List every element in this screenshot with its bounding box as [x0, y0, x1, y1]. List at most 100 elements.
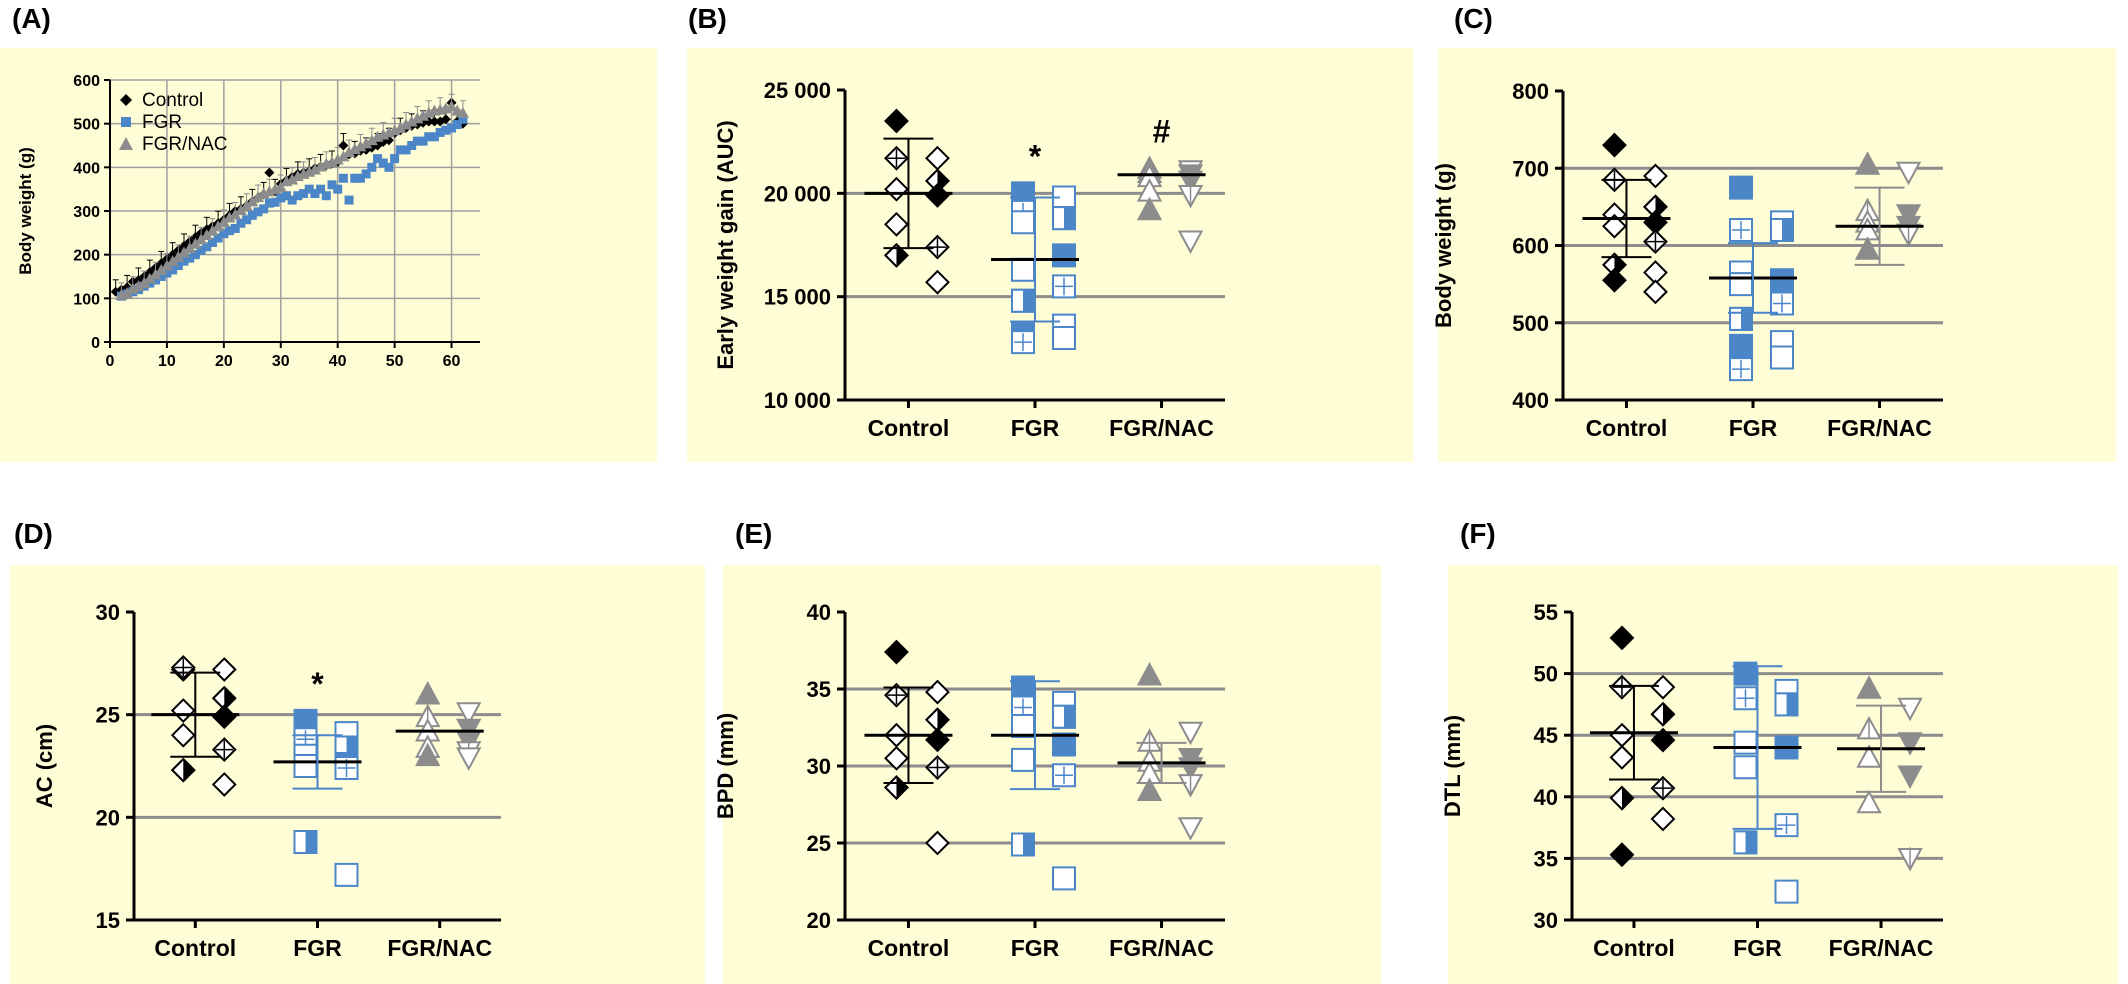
data-point [1177, 170, 1204, 195]
data-point-control [264, 167, 275, 178]
y-tick-label: 20 [807, 908, 831, 933]
marker-shape [415, 742, 441, 767]
y-tick-label: 500 [73, 117, 100, 134]
data-point-fgr [259, 204, 269, 214]
marker-half-fill [1064, 207, 1075, 230]
data-point [1897, 697, 1923, 722]
legend-label: FGR [142, 112, 182, 133]
data-point [1770, 291, 1794, 316]
data-point [1136, 662, 1163, 686]
data-point-fgr-nac [456, 106, 469, 118]
data-point-fgr-nac [308, 163, 321, 175]
data-point-fgr-nac [354, 140, 367, 152]
group-control [151, 655, 240, 797]
data-point [1052, 763, 1076, 788]
panel-background [687, 48, 1413, 462]
data-point-fgr [384, 162, 394, 172]
y-axis-label: DTL (mm) [1440, 715, 1465, 817]
group-control [1589, 625, 1678, 868]
data-point [884, 242, 909, 268]
data-point-fgr [401, 145, 411, 155]
data-point-fgr [361, 169, 371, 179]
chart-c: 400 500 600 700 800 Body weight (g) Control FGR… [1431, 79, 1943, 441]
y-tick-label: 25 [96, 703, 120, 728]
data-point-fgr [412, 136, 422, 146]
data-point [1729, 357, 1753, 382]
data-point [1602, 252, 1627, 278]
data-point-fgr [253, 207, 263, 217]
data-point [1733, 755, 1758, 780]
data-point [293, 754, 318, 778]
data-point-fgr [373, 154, 383, 164]
data-point-fgr-nac [160, 259, 173, 271]
data-point-fgr-nac [274, 180, 287, 192]
data-point-fgr-nac [143, 272, 156, 284]
data-point [1602, 132, 1627, 158]
marker-half-fill [1662, 703, 1674, 726]
marker-shape [1177, 230, 1204, 254]
panel-background [1448, 565, 2118, 984]
significance-annotation: * [1029, 138, 1042, 174]
data-point [1897, 765, 1923, 789]
data-point [884, 211, 909, 237]
group-control [1582, 132, 1671, 305]
marker-shape [1011, 210, 1035, 235]
x-tick-label: 60 [443, 353, 461, 370]
data-point-fgr [173, 261, 183, 271]
marker-shape [1602, 213, 1627, 239]
data-point-fgr [424, 132, 434, 142]
data-point [1052, 326, 1076, 350]
data-point-fgr [156, 272, 166, 281]
marker-shape [925, 182, 950, 208]
x-category-label: Control [868, 415, 950, 441]
marker-shape [1177, 170, 1204, 195]
data-point-fgr [151, 275, 161, 285]
y-tick-label: 10 000 [764, 388, 831, 413]
x-tick-label: 0 [106, 353, 115, 370]
y-tick-label: 400 [1512, 388, 1549, 413]
marker-half-fill [896, 244, 908, 267]
data-point-fgr [350, 173, 360, 183]
x-category-label: Control [1593, 935, 1675, 961]
group-fgr [273, 708, 362, 887]
data-point-fgr [418, 136, 428, 146]
marker-shape [1897, 765, 1923, 789]
data-point-fgr [395, 145, 405, 155]
data-point-fgr-nac [445, 100, 458, 112]
data-point [1609, 674, 1635, 700]
marker-half-fill [1741, 307, 1752, 330]
group-fgr-nac [1117, 155, 1206, 254]
y-tick-label: 55 [1534, 600, 1558, 625]
panel-letter: (F) [1460, 518, 1496, 549]
data-point-fgr [321, 191, 331, 201]
y-tick-label: 40 [807, 600, 831, 625]
marker-shape [884, 639, 909, 665]
data-point-control [338, 140, 349, 151]
data-point [1609, 744, 1635, 770]
panel-letter: (A) [12, 3, 51, 34]
group-fgr-nac [1835, 151, 1924, 266]
data-point-fgr-nac [234, 204, 247, 216]
data-point-fgr [293, 191, 303, 201]
data-point-fgr [452, 120, 462, 130]
group-fgr-nac [1837, 675, 1926, 872]
marker-half-fill [1064, 705, 1075, 728]
data-point-fgr-nac [155, 263, 168, 275]
data-point-fgr [299, 189, 309, 199]
x-category-label: FGR/NAC [1109, 415, 1214, 441]
data-point-fgr [185, 253, 195, 263]
data-point-fgr [179, 256, 189, 266]
marker-half-fill [1655, 195, 1667, 218]
data-point [1052, 206, 1076, 231]
group-fgr [1713, 661, 1802, 904]
data-point [884, 639, 909, 665]
data-point [293, 829, 318, 854]
group-control [864, 639, 953, 856]
data-point [1609, 785, 1635, 811]
data-point [1011, 832, 1035, 857]
marker-half-fill [1782, 219, 1793, 242]
data-point-fgr [270, 197, 280, 207]
marker-shape [1052, 732, 1076, 757]
y-tick-label: 600 [73, 73, 100, 90]
data-point [1650, 674, 1676, 700]
